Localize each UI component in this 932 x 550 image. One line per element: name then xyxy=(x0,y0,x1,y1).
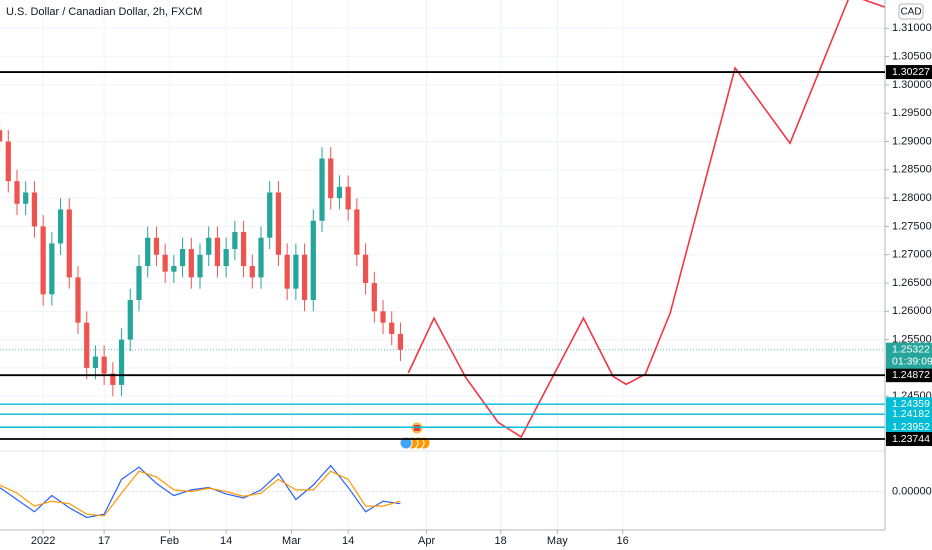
candle-body xyxy=(5,141,11,182)
y-tick-label: 1.26500 xyxy=(892,277,932,289)
candle-body xyxy=(84,322,90,368)
y-tick-label: 1.25500 xyxy=(892,334,932,346)
candle-body xyxy=(23,192,29,204)
y-tick-label: 1.26000 xyxy=(892,305,932,317)
projection-line xyxy=(407,0,885,439)
level-label-box xyxy=(886,420,932,435)
x-tick-label: Apr xyxy=(418,535,435,547)
countdown-label: 01:39:09 xyxy=(892,355,932,367)
candle-body xyxy=(127,300,133,340)
y-tick-label: 1.28500 xyxy=(892,164,932,176)
x-tick-label: Feb xyxy=(160,535,179,547)
candle-body xyxy=(49,243,55,295)
axes: 1.245001.250001.255001.260001.265001.270… xyxy=(31,22,932,547)
candle-body xyxy=(75,277,81,323)
level-label: 1.24182 xyxy=(892,408,930,420)
candle-body xyxy=(206,237,212,255)
candle-body xyxy=(284,254,290,289)
oscillator-line xyxy=(0,464,401,519)
x-tick-label: 17 xyxy=(98,535,110,547)
candle-body xyxy=(14,181,20,204)
currency-box[interactable] xyxy=(898,3,924,20)
y-tick-label: 1.27000 xyxy=(892,249,932,261)
x-tick-label: May xyxy=(547,535,568,547)
us-event-icon[interactable] xyxy=(399,436,413,450)
oscillator-line xyxy=(0,470,401,517)
currency-label[interactable]: CAD xyxy=(900,7,921,18)
x-tick-label: 16 xyxy=(617,535,629,547)
candle-body xyxy=(240,232,247,267)
level-label-box xyxy=(886,65,932,80)
candle-body xyxy=(258,237,264,278)
candle-body xyxy=(319,158,325,221)
candle-body xyxy=(179,249,186,267)
candle-body xyxy=(249,266,255,278)
chart-title: U.S. Dollar / Canadian Dollar, 2h, FXCM xyxy=(6,6,202,18)
event-icons xyxy=(399,421,431,450)
candle-body xyxy=(66,209,72,278)
candle-body xyxy=(57,209,64,244)
level-label-box xyxy=(886,368,932,383)
candle-body xyxy=(40,226,46,295)
candle-body xyxy=(389,322,395,334)
candle-body xyxy=(336,186,343,199)
candle-body xyxy=(293,254,299,289)
y-tick-label: 1.30500 xyxy=(892,51,932,63)
candle-body xyxy=(301,254,308,300)
candle-body xyxy=(171,266,177,272)
candle-body xyxy=(380,311,386,323)
level-label: 1.24872 xyxy=(892,369,930,381)
candle-body xyxy=(345,186,351,210)
x-tick-label: 14 xyxy=(342,535,354,547)
candle-body xyxy=(354,209,360,255)
x-tick-label: 2022 xyxy=(31,535,55,547)
candle-body xyxy=(214,237,221,267)
candle-body xyxy=(223,249,229,267)
price-pane xyxy=(0,0,885,439)
candle-body xyxy=(310,220,316,300)
candle-body xyxy=(397,333,404,350)
candle-body xyxy=(267,192,273,238)
candle-body xyxy=(275,192,282,255)
y-tick-label: 1.29500 xyxy=(892,107,932,119)
oscillator-pane xyxy=(0,464,401,519)
level-label-box xyxy=(886,407,932,422)
level-label-box xyxy=(886,432,932,447)
candle-body xyxy=(188,249,194,278)
x-tick-label: Mar xyxy=(282,535,301,547)
candle-body xyxy=(328,158,334,199)
oscillator-tick-label: 0.00000 xyxy=(892,485,932,497)
x-tick-label: 14 xyxy=(220,535,232,547)
y-tick-label: 1.31000 xyxy=(892,22,932,34)
level-label: 1.23744 xyxy=(892,433,930,445)
y-tick-label: 1.27500 xyxy=(892,220,932,232)
last-price-label: 1.25322 xyxy=(892,343,930,355)
candle-body xyxy=(362,254,369,284)
candle-body xyxy=(118,339,125,385)
y-tick-label: 1.30000 xyxy=(892,79,932,91)
x-tick-label: 18 xyxy=(495,535,507,547)
candle-body xyxy=(31,192,38,227)
canada-flag xyxy=(414,425,420,431)
candle-body xyxy=(0,130,3,142)
candle-body xyxy=(92,356,99,368)
candle-body xyxy=(145,237,151,267)
candle-body xyxy=(153,237,160,255)
candle-body xyxy=(197,254,203,278)
y-tick-label: 1.29000 xyxy=(892,135,932,147)
last-price-box xyxy=(886,342,932,369)
candle-body xyxy=(110,373,116,385)
y-tick-label: 1.28000 xyxy=(892,192,932,204)
candle-body xyxy=(101,356,107,374)
candle-body xyxy=(371,283,377,312)
candle-body xyxy=(162,254,168,272)
level-label: 1.24359 xyxy=(892,398,930,410)
candle-body xyxy=(136,266,142,300)
candle-body xyxy=(232,232,238,250)
level-label: 1.23952 xyxy=(892,421,930,433)
level-label: 1.30227 xyxy=(892,66,930,78)
